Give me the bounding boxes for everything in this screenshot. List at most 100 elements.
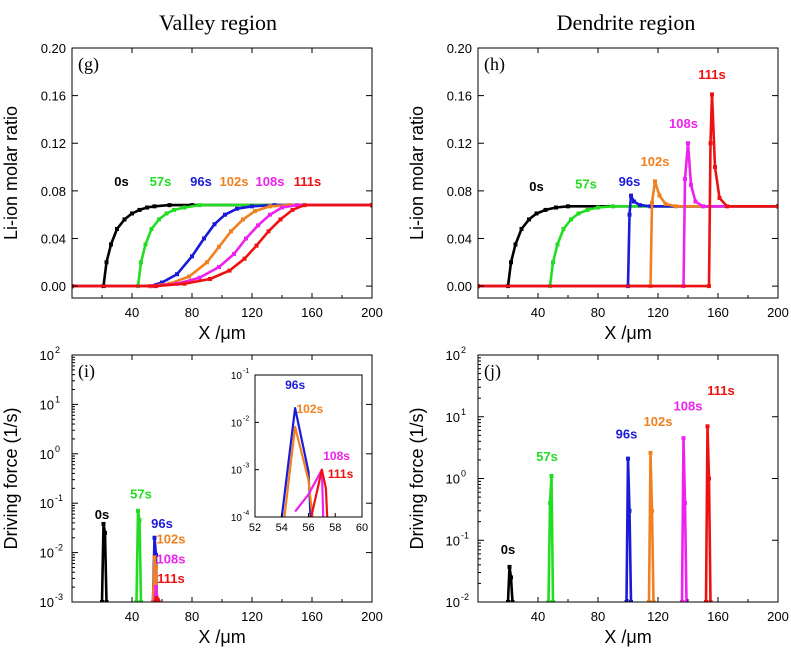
point-111s (725, 204, 729, 209)
series-group (72, 203, 372, 289)
series-group (100, 508, 161, 602)
y-tick-label: 0.08 (41, 184, 66, 199)
point-96s (250, 204, 254, 209)
point-111s (153, 600, 158, 602)
point-57s (596, 205, 600, 210)
series-label-102s: 102s (220, 174, 249, 189)
point-111s (182, 281, 187, 286)
point-57s (611, 204, 615, 209)
point-102s (647, 600, 651, 602)
x-tick-label: 120 (241, 305, 263, 320)
series-102s (151, 556, 159, 602)
point-0s (122, 217, 127, 222)
y-tick-label: 0.20 (447, 41, 472, 56)
y-tick-exponent: -2 (461, 592, 469, 602)
y-axis-label: Driving force (1/s) (1, 407, 21, 549)
y-tick-label: 10 (446, 595, 460, 610)
point-102s (648, 450, 653, 455)
point-102s (657, 193, 662, 198)
point-96s (235, 206, 239, 211)
x-axis-label: X /μm (604, 323, 651, 343)
point-0s (527, 217, 531, 222)
series-label-108s: 108s (256, 174, 285, 189)
point-111s (266, 229, 271, 234)
x-tick-label: 200 (361, 609, 383, 624)
point-0s (510, 600, 515, 602)
series-102s (647, 451, 655, 602)
series-0s (100, 522, 108, 602)
series-label-111s: 111s (294, 174, 322, 189)
point-111s (155, 597, 160, 602)
x-tick-label: 160 (301, 305, 323, 320)
point-96s (202, 236, 206, 241)
inset-y-tick-exponent: -1 (243, 368, 249, 375)
inset-label-111s: 111s (328, 467, 354, 481)
y-axis-label: Driving force (1/s) (407, 407, 427, 549)
point-111s (713, 165, 717, 170)
series-111s (704, 424, 712, 602)
panel-label: (h) (484, 54, 505, 75)
panel-label: (g) (78, 54, 99, 75)
point-0s (101, 521, 106, 526)
y-tick-label: 0.04 (447, 231, 472, 246)
point-108s (684, 600, 689, 602)
y-tick-exponent: -2 (55, 543, 63, 553)
inset-x-tick-label: 58 (329, 522, 341, 534)
y-tick-exponent: -1 (461, 530, 469, 540)
point-102s (653, 179, 657, 184)
point-0s (130, 211, 134, 216)
point-57s (576, 211, 581, 216)
series-108s (680, 436, 688, 602)
inset-y-tick-label: 10 (231, 371, 243, 382)
point-108s (244, 236, 248, 241)
series-label-0s: 0s (501, 542, 515, 557)
x-tick-label: 40 (125, 305, 139, 320)
inset-label-108s: 108s (323, 449, 350, 463)
series-label-0s: 0s (114, 174, 128, 189)
point-0s (543, 207, 548, 212)
point-102s (674, 204, 678, 209)
y-tick-exponent: 1 (55, 394, 60, 404)
point-57s (551, 600, 555, 602)
point-0s (509, 575, 513, 580)
point-111s (704, 600, 708, 602)
point-111s (290, 207, 295, 212)
point-111s (208, 276, 212, 281)
point-57s (157, 217, 161, 222)
point-96s (627, 212, 632, 217)
inset-y-tick-exponent: -3 (243, 463, 249, 470)
x-tick-label: 200 (361, 305, 383, 320)
point-102s (650, 508, 654, 513)
point-57s (561, 226, 566, 231)
point-108s (683, 176, 687, 181)
point-111s (254, 243, 259, 248)
series-label-111s: 111s (157, 571, 185, 586)
point-102s (268, 204, 272, 209)
point-0s (104, 260, 109, 265)
y-tick-label: 10 (40, 595, 54, 610)
point-0s (145, 205, 149, 210)
point-111s (227, 268, 232, 273)
point-111s (370, 203, 372, 208)
series-label-57s: 57s (150, 174, 172, 189)
point-108s (197, 275, 202, 280)
point-102s (229, 229, 233, 234)
point-111s (707, 284, 711, 289)
inset-y-tick-exponent: -4 (243, 510, 249, 517)
y-axis-label: Li-ion molar ratio (407, 106, 427, 240)
point-57s (136, 508, 140, 513)
inset-series-111s (310, 468, 329, 517)
y-tick-label: 10 (40, 447, 54, 462)
x-axis-label: X /μm (198, 323, 245, 343)
series-label-102s: 102s (157, 532, 186, 547)
point-111s (302, 203, 307, 208)
x-tick-label: 40 (531, 609, 545, 624)
inset-series-group (280, 407, 329, 517)
point-108s (268, 212, 272, 217)
y-tick-label: 0.00 (41, 279, 66, 294)
point-57s (549, 473, 554, 478)
point-102s (154, 565, 158, 570)
